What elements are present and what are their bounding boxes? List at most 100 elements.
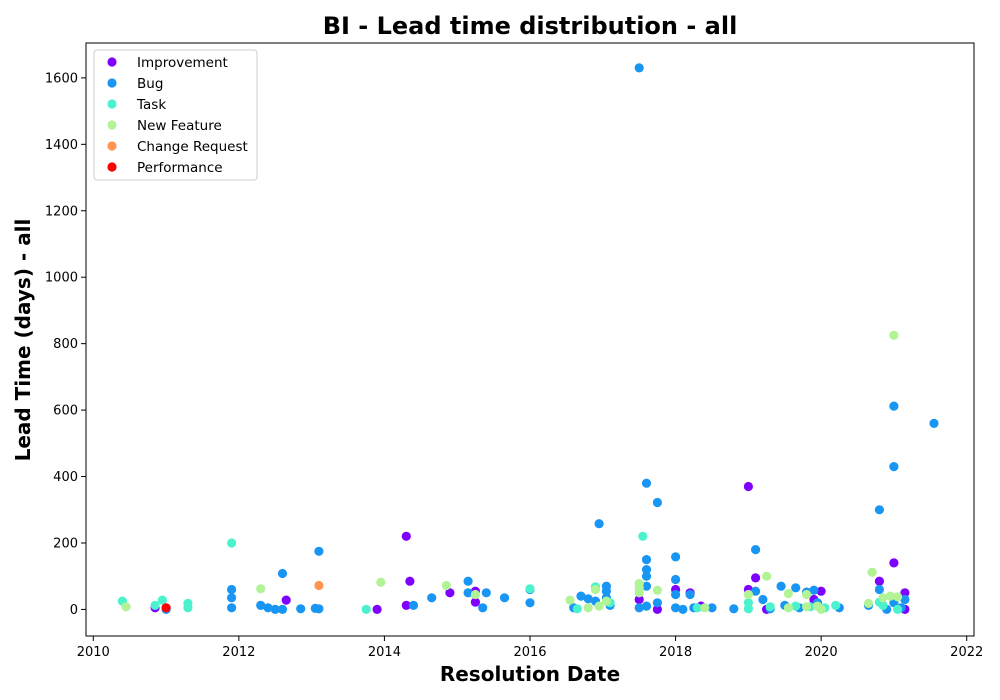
- data-point: [641, 581, 652, 591]
- data-point: [831, 600, 841, 611]
- data-point: [743, 481, 754, 492]
- series-performance: [161, 603, 171, 613]
- data-point: [277, 604, 288, 615]
- data-point: [161, 603, 171, 613]
- data-point: [499, 593, 510, 603]
- data-point: [256, 600, 266, 611]
- legend-label: Bug: [137, 76, 163, 92]
- data-point: [463, 576, 473, 586]
- data-point: [678, 604, 688, 615]
- data-point: [878, 600, 888, 611]
- data-point: [707, 603, 717, 613]
- data-point: [227, 593, 237, 603]
- data-point: [408, 600, 419, 611]
- legend-box: [93, 49, 258, 181]
- y-tick-label: 400: [53, 470, 78, 485]
- data-point: [700, 603, 710, 613]
- data-point: [641, 478, 652, 488]
- data-point: [758, 594, 768, 605]
- data-point: [751, 573, 761, 583]
- legend-marker: [107, 162, 117, 172]
- y-tick-label: 1000: [45, 271, 78, 286]
- data-point: [590, 584, 601, 595]
- x-tick-label: 2016: [513, 645, 546, 660]
- data-point: [889, 558, 899, 568]
- data-point: [470, 589, 480, 600]
- legend-marker: [107, 78, 117, 88]
- y-tick-label: 600: [53, 404, 78, 419]
- series-change-request: [314, 580, 324, 591]
- data-point: [671, 589, 681, 600]
- y-tick-label: 800: [53, 337, 78, 352]
- axes: 2010 2012 2014 2016 2018 2020 2022 0 200 400 600 80…: [45, 42, 983, 660]
- legend-marker: [107, 120, 117, 130]
- data-point: [929, 418, 939, 428]
- data-point: [281, 595, 291, 605]
- data-point: [867, 567, 877, 577]
- data-point: [743, 604, 754, 614]
- data-point: [729, 604, 739, 614]
- y-axis-title: Lead Time (days) - all: [11, 219, 35, 462]
- data-point: [478, 603, 488, 613]
- data-point: [641, 571, 652, 581]
- data-point: [893, 604, 903, 615]
- data-point: [685, 589, 695, 600]
- chart-title: BI - Lead time distribution - all: [323, 12, 738, 40]
- legend-marker: [107, 99, 117, 109]
- data-point: [671, 574, 681, 585]
- y-tick-label: 200: [53, 536, 78, 551]
- data-point: [463, 588, 473, 598]
- data-point: [361, 604, 371, 615]
- x-tick-label: 2018: [659, 645, 692, 660]
- data-point: [743, 589, 754, 600]
- data-point: [157, 595, 167, 605]
- data-point: [874, 576, 885, 586]
- data-point: [314, 604, 324, 614]
- data-point: [816, 586, 826, 596]
- data-point: [601, 596, 612, 606]
- y-tick-label: 0: [70, 603, 78, 618]
- data-point: [692, 603, 703, 613]
- data-point: [565, 595, 575, 605]
- data-point: [583, 594, 593, 604]
- legend-marker: [107, 141, 117, 151]
- x-tick-label: 2010: [77, 645, 110, 660]
- data-point: [634, 63, 644, 73]
- legend-label: Task: [136, 97, 166, 113]
- data-point: [652, 585, 663, 595]
- data-point: [296, 604, 306, 614]
- data-point: [314, 580, 324, 591]
- data-point: [277, 568, 288, 579]
- data-point: [751, 545, 761, 555]
- data-point: [863, 598, 874, 609]
- legend-label: Improvement: [137, 55, 228, 71]
- legend-label: New Feature: [137, 118, 222, 134]
- legend-label: Change Request: [137, 139, 248, 155]
- data-point: [751, 586, 761, 596]
- data-point: [885, 591, 895, 601]
- data-point: [641, 555, 652, 565]
- data-point: [874, 584, 885, 595]
- data-point: [576, 591, 586, 601]
- series-task: [117, 531, 903, 615]
- data-point: [889, 330, 899, 340]
- data-point: [874, 505, 885, 515]
- data-point: [445, 588, 455, 598]
- data-point: [889, 462, 899, 472]
- data-point: [878, 593, 888, 603]
- data-point: [791, 583, 801, 593]
- data-point: [900, 594, 910, 605]
- data-point: [150, 600, 160, 611]
- data-point: [776, 581, 786, 591]
- data-point: [270, 604, 280, 615]
- x-tick-label: 2020: [805, 645, 838, 660]
- data-point: [481, 588, 491, 598]
- data-point: [401, 531, 411, 541]
- data-point: [652, 598, 663, 608]
- data-point: [802, 589, 812, 600]
- data-point: [441, 580, 451, 591]
- data-point: [601, 586, 612, 596]
- data-point: [583, 603, 593, 613]
- y-tick-label: 1400: [45, 138, 78, 153]
